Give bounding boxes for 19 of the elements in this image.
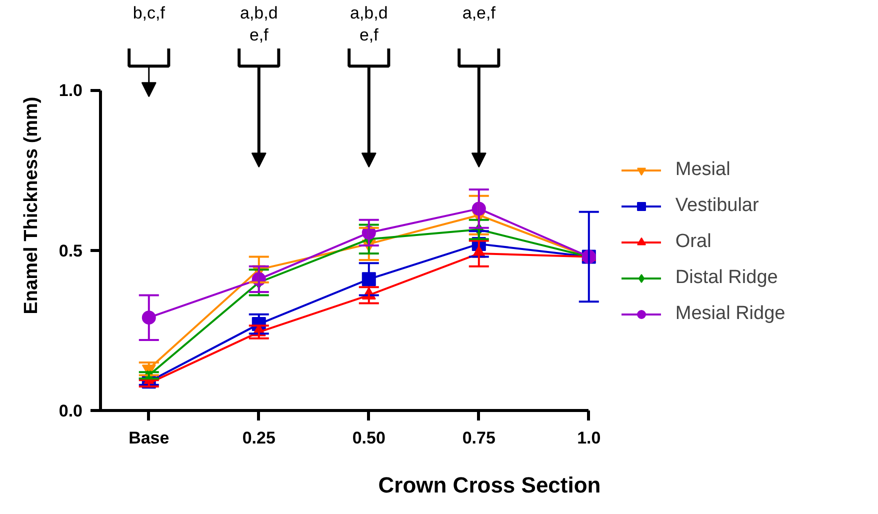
x-tick-label: 0.75 <box>462 428 496 448</box>
y-tick-label: 0.0 <box>58 402 83 420</box>
text: a,b,d e,f <box>240 4 278 45</box>
legend-label: Distal Ridge <box>675 267 778 289</box>
text: a,b,d e,f <box>350 4 388 45</box>
x-tick-label: 0.50 <box>352 428 386 448</box>
x-tick-label: 1.0 <box>577 428 601 448</box>
legend-label: Mesial Ridge <box>675 303 786 325</box>
x-tick-label: 0.25 <box>242 428 276 448</box>
x-tick-label: Base <box>128 428 170 448</box>
text: a,e,f <box>462 4 496 23</box>
legend-label: Oral <box>675 231 712 253</box>
y-tick-label: 1.0 <box>58 81 83 100</box>
x-axis-title: Crown Cross Section <box>378 472 601 498</box>
y-axis-title: Enamel Thickness (mm) <box>20 96 42 314</box>
y-tick-label: 0.5 <box>58 241 83 260</box>
legend-label: Mesial <box>675 159 730 181</box>
legend-label: Vestibular <box>675 195 759 217</box>
text: b,c,f <box>132 4 166 23</box>
